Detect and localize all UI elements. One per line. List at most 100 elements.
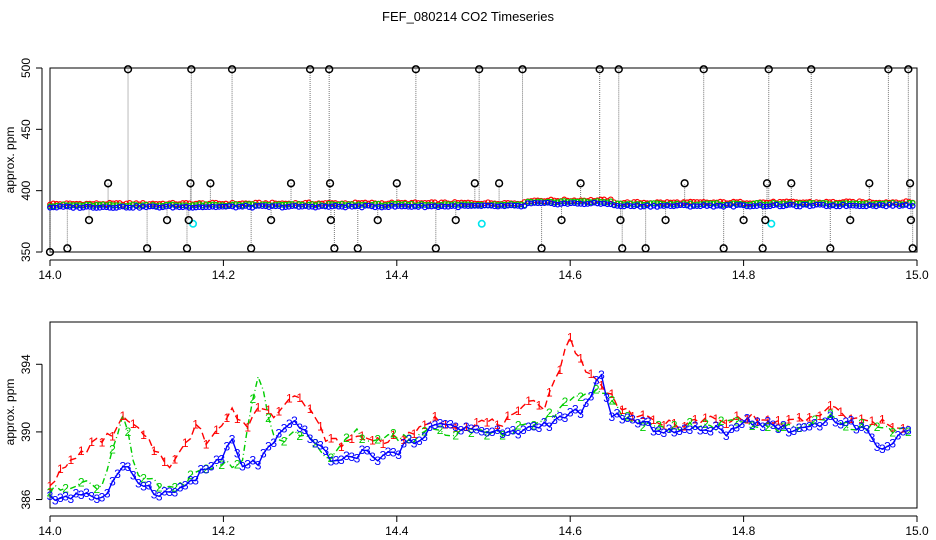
baseline-point: [803, 201, 810, 208]
baseline-point: [368, 203, 375, 210]
baseline-point: [597, 201, 604, 207]
reference-point: [187, 65, 196, 74]
baseline-point: [903, 201, 909, 208]
series-marker-1: 1: [765, 413, 772, 427]
reference-point: [411, 65, 421, 74]
series-marker-2: 2: [874, 420, 881, 434]
baseline-point: [850, 202, 856, 209]
baseline-point: [368, 199, 375, 206]
reference-point: [353, 244, 362, 253]
baseline-point: [305, 203, 312, 210]
baseline-point: [415, 202, 422, 208]
reference-point: [787, 179, 796, 188]
series-marker-1: 1: [900, 421, 907, 435]
series-marker-1: 1: [629, 410, 636, 424]
series-marker-2: 2: [406, 432, 413, 446]
series-marker-3: 3: [723, 429, 730, 443]
series-marker-3: 3: [853, 423, 860, 437]
series-marker-1: 1: [172, 453, 179, 467]
series-marker-2: 2: [78, 476, 85, 490]
baseline-point: [787, 201, 793, 208]
series-marker-1: 1: [515, 404, 522, 418]
baseline-point: [315, 203, 322, 210]
baseline-point: [365, 202, 372, 209]
baseline-point: [345, 202, 352, 209]
baseline-point: [269, 203, 276, 209]
series-marker-3: 3: [504, 425, 511, 439]
baseline-point: [312, 202, 319, 209]
series-marker-3: 3: [728, 422, 735, 436]
reference-point: [758, 244, 767, 253]
baseline-point: [266, 201, 272, 208]
series-marker-2: 2: [843, 420, 850, 434]
baseline-point: [375, 203, 382, 210]
reference-point: [182, 244, 192, 253]
flagged-point: [189, 219, 198, 228]
series-marker-2: 2: [343, 431, 350, 445]
baseline-point: [149, 203, 156, 210]
series-marker-1: 1: [619, 403, 626, 417]
series-marker-1: 1: [754, 415, 761, 429]
baseline-point: [259, 203, 266, 209]
series-marker-3: 3: [811, 416, 818, 430]
series-marker-3: 3: [354, 451, 361, 465]
baseline-point: [256, 202, 262, 209]
series-marker-3: 3: [827, 409, 834, 423]
series-marker-3: 3: [660, 426, 667, 440]
series-marker-3: 3: [796, 421, 803, 435]
series-marker-1: 1: [400, 433, 407, 447]
baseline-point: [57, 203, 63, 210]
series-marker-3: 3: [582, 396, 589, 410]
baseline-point: [647, 203, 654, 210]
series-marker-1: 1: [494, 418, 501, 432]
reference-point: [330, 244, 339, 253]
series-marker-1: 1: [411, 427, 418, 441]
baseline-point: [531, 200, 538, 206]
series-marker-3: 3: [520, 423, 527, 437]
baseline-point: [694, 203, 700, 210]
series-marker-2: 2: [796, 421, 803, 435]
series-marker-1: 1: [504, 409, 511, 423]
series-marker-3: 3: [432, 418, 439, 432]
baseline-point: [823, 203, 830, 210]
baseline-point: [508, 202, 515, 209]
series-marker-3: 3: [93, 492, 100, 506]
baseline-point: [136, 204, 143, 211]
baseline-point: [173, 203, 179, 210]
baseline-point: [355, 203, 362, 210]
series-marker-3: 3: [843, 415, 850, 429]
baseline-point: [531, 197, 538, 204]
reference-point: [614, 65, 623, 74]
baseline-point: [120, 203, 126, 210]
baseline-point: [232, 204, 239, 211]
baseline-point: [750, 203, 757, 210]
series-marker-1: 1: [546, 385, 553, 399]
series-marker-3: 3: [577, 407, 584, 421]
series-marker-2: 2: [93, 482, 100, 496]
baseline-point: [617, 203, 624, 210]
series-marker-3: 3: [151, 487, 158, 501]
baseline-point: [236, 203, 243, 210]
baseline-point: [475, 202, 481, 209]
series-marker-3: 3: [364, 444, 371, 458]
baseline-point: [103, 204, 110, 211]
baseline-point: [398, 203, 405, 210]
series-marker-1: 1: [702, 411, 709, 425]
baseline-point: [796, 200, 803, 207]
baseline-point: [777, 203, 783, 210]
baseline-point: [561, 198, 568, 204]
baseline-point: [757, 202, 763, 208]
baseline-point: [402, 200, 408, 207]
series-marker-2: 2: [780, 420, 787, 434]
series-marker-3: 3: [697, 423, 704, 437]
baseline-point: [714, 202, 720, 209]
series-marker-3: 3: [645, 415, 652, 429]
series-marker-1: 1: [827, 399, 834, 413]
baseline-point: [654, 203, 661, 210]
baseline-point: [212, 204, 219, 211]
baseline-point: [246, 204, 252, 210]
reference-point: [45, 247, 55, 257]
baseline-point: [352, 203, 359, 210]
series-marker-1: 1: [796, 411, 803, 425]
baseline-point: [339, 203, 345, 210]
